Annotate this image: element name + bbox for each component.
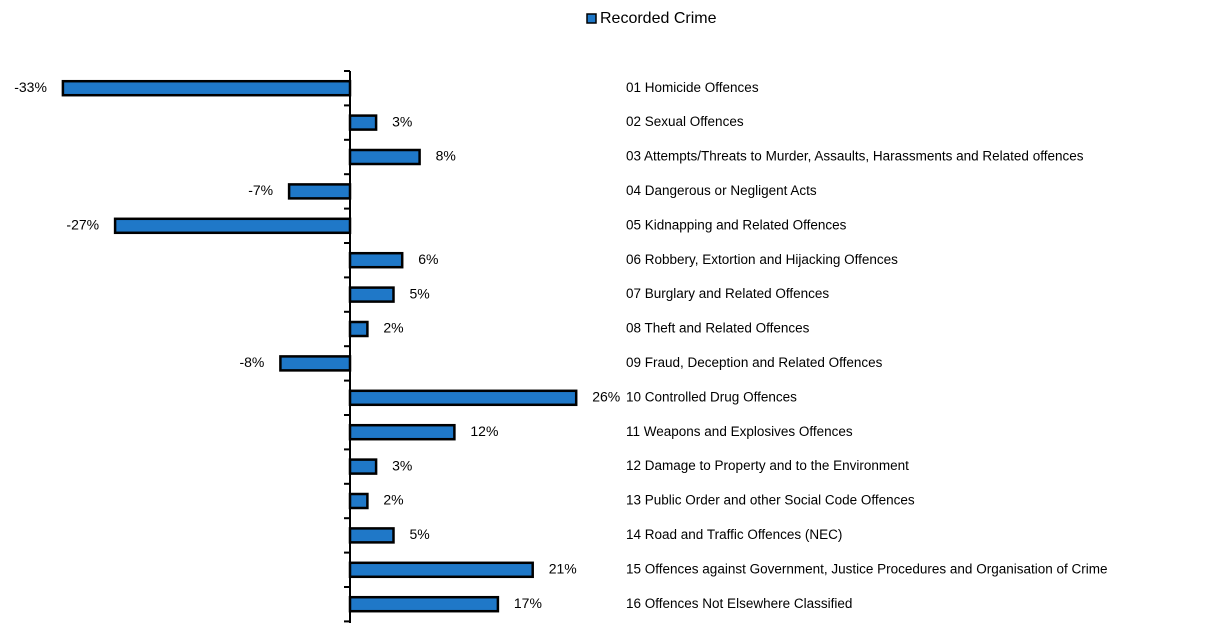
value-label: 5% xyxy=(410,526,430,542)
value-label: -27% xyxy=(66,217,99,233)
category-label: 05 Kidnapping and Related Offences xyxy=(626,217,847,232)
legend-label: Recorded Crime xyxy=(600,10,717,27)
bar xyxy=(348,423,456,441)
value-label: -33% xyxy=(14,79,47,95)
value-label: 26% xyxy=(592,389,620,405)
category-label: 04 Dangerous or Negligent Acts xyxy=(626,183,817,198)
legend-swatch xyxy=(586,13,597,24)
bar xyxy=(348,492,369,510)
value-label: 3% xyxy=(392,113,412,129)
category-label: 03 Attempts/Threats to Murder, Assaults,… xyxy=(626,149,1084,164)
category-label: 13 Public Order and other Social Code Of… xyxy=(626,493,915,508)
category-label: 10 Controlled Drug Offences xyxy=(626,389,797,404)
bar xyxy=(348,320,369,338)
bar xyxy=(113,217,352,235)
bar xyxy=(348,286,395,303)
category-label: 14 Road and Traffic Offences (NEC) xyxy=(626,527,842,542)
bar xyxy=(348,527,395,544)
bar xyxy=(287,183,352,200)
value-label: 2% xyxy=(383,492,403,508)
value-label: -7% xyxy=(248,182,273,198)
bar xyxy=(61,79,352,97)
value-label: 6% xyxy=(418,251,438,267)
category-label: 08 Theft and Related Offences xyxy=(626,321,810,336)
bar xyxy=(348,389,578,407)
value-label: 5% xyxy=(410,285,430,301)
category-label: 02 Sexual Offences xyxy=(626,114,744,129)
bar xyxy=(348,561,534,579)
category-label: 01 Homicide Offences xyxy=(626,80,759,95)
value-label: -8% xyxy=(239,354,264,370)
category-label: 16 Offences Not Elsewhere Classified xyxy=(626,596,852,611)
value-label: 3% xyxy=(392,457,412,473)
value-label: 17% xyxy=(514,595,542,611)
value-label: 21% xyxy=(549,561,577,577)
value-label: 2% xyxy=(383,320,403,336)
category-label: 11 Weapons and Explosives Offences xyxy=(626,424,853,439)
category-label: 15 Offences against Government, Justice … xyxy=(626,561,1108,576)
bar xyxy=(279,355,352,372)
category-label: 07 Burglary and Related Offences xyxy=(626,286,829,301)
bar xyxy=(348,251,404,269)
bar xyxy=(348,148,421,166)
bar xyxy=(348,114,378,131)
bar xyxy=(348,458,378,475)
category-label: 06 Robbery, Extortion and Hijacking Offe… xyxy=(626,252,898,267)
value-label: 8% xyxy=(436,148,456,164)
value-label: 12% xyxy=(470,423,498,439)
category-label: 09 Fraud, Deception and Related Offences xyxy=(626,355,883,370)
category-label: 12 Damage to Property and to the Environ… xyxy=(626,458,909,473)
bar xyxy=(348,595,500,613)
